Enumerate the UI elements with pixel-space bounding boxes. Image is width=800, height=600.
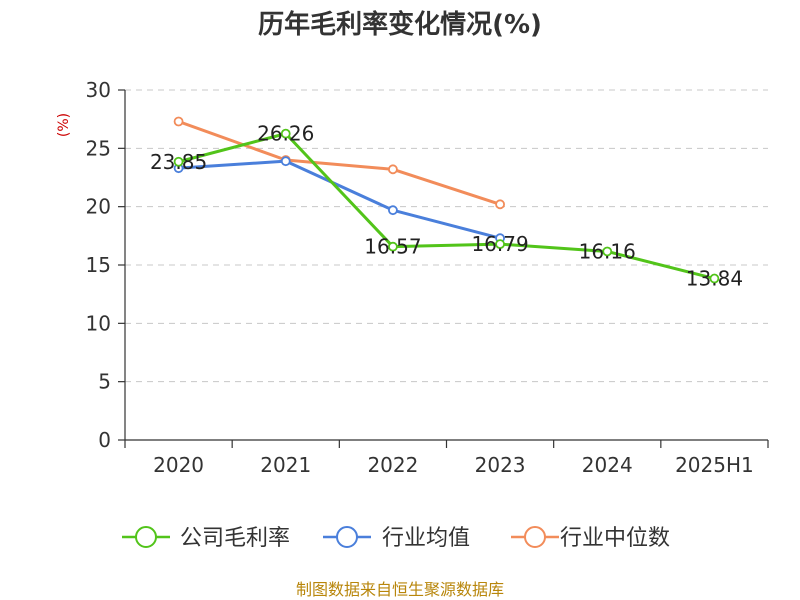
x-tick-label: 2022 [367, 453, 418, 477]
axis-layer: 0 5 10 15 20 25 30 2020 2021 2022 2023 2024 2025H1 [86, 78, 769, 477]
data-point [495, 239, 505, 250]
x-tick-label: 2020 [153, 453, 204, 477]
y-tick-label: 0 [98, 428, 111, 452]
legend-label: 行业中位数 [560, 526, 670, 551]
data-point [495, 199, 505, 210]
legend-marker [336, 526, 358, 548]
legend-marker [135, 526, 157, 548]
data-point [602, 246, 613, 257]
data-point [173, 156, 184, 167]
legend: 公司毛利率 行业均值 行业中位数 [122, 526, 670, 551]
data-point [388, 241, 398, 252]
x-tick-label: 2025H1 [675, 453, 754, 477]
y-tick-label: 30 [86, 78, 111, 102]
data-label: 23.85 [150, 150, 207, 174]
data-point [388, 164, 398, 175]
y-tick-label: 15 [86, 253, 111, 277]
data-point [173, 116, 184, 127]
data-point [280, 128, 291, 139]
chart-title: 历年毛利率变化情况(%) [258, 9, 542, 40]
data-point [280, 156, 291, 167]
data-label: 16.79 [471, 232, 528, 256]
grid-layer [125, 89, 768, 383]
data-label: 13.84 [686, 267, 743, 291]
legend-label: 行业均值 [382, 526, 470, 551]
data-label: 16.57 [364, 235, 421, 259]
series-layer [173, 116, 720, 284]
y-tick-label: 25 [86, 136, 111, 160]
data-point [709, 273, 720, 284]
legend-label: 公司毛利率 [180, 526, 290, 551]
y-axis-label: (%) [56, 113, 72, 137]
y-tick-label: 5 [98, 370, 111, 394]
x-tick-label: 2023 [475, 453, 526, 477]
data-label: 26.26 [257, 122, 314, 146]
series-line [178, 120, 501, 206]
data-label: 16.16 [579, 239, 636, 263]
x-tick-label: 2021 [260, 453, 311, 477]
source-note: 制图数据来自恒生聚源数据库 [296, 580, 504, 599]
data-label-layer: 23.85 26.26 16.57 16.79 16.16 13.84 [150, 122, 743, 291]
y-tick-label: 20 [86, 195, 111, 219]
x-tick-label: 2024 [582, 453, 633, 477]
y-tick-label: 10 [86, 311, 111, 335]
data-point [388, 205, 398, 216]
legend-marker [524, 526, 546, 548]
series-line [178, 159, 501, 240]
series-line [178, 132, 715, 280]
